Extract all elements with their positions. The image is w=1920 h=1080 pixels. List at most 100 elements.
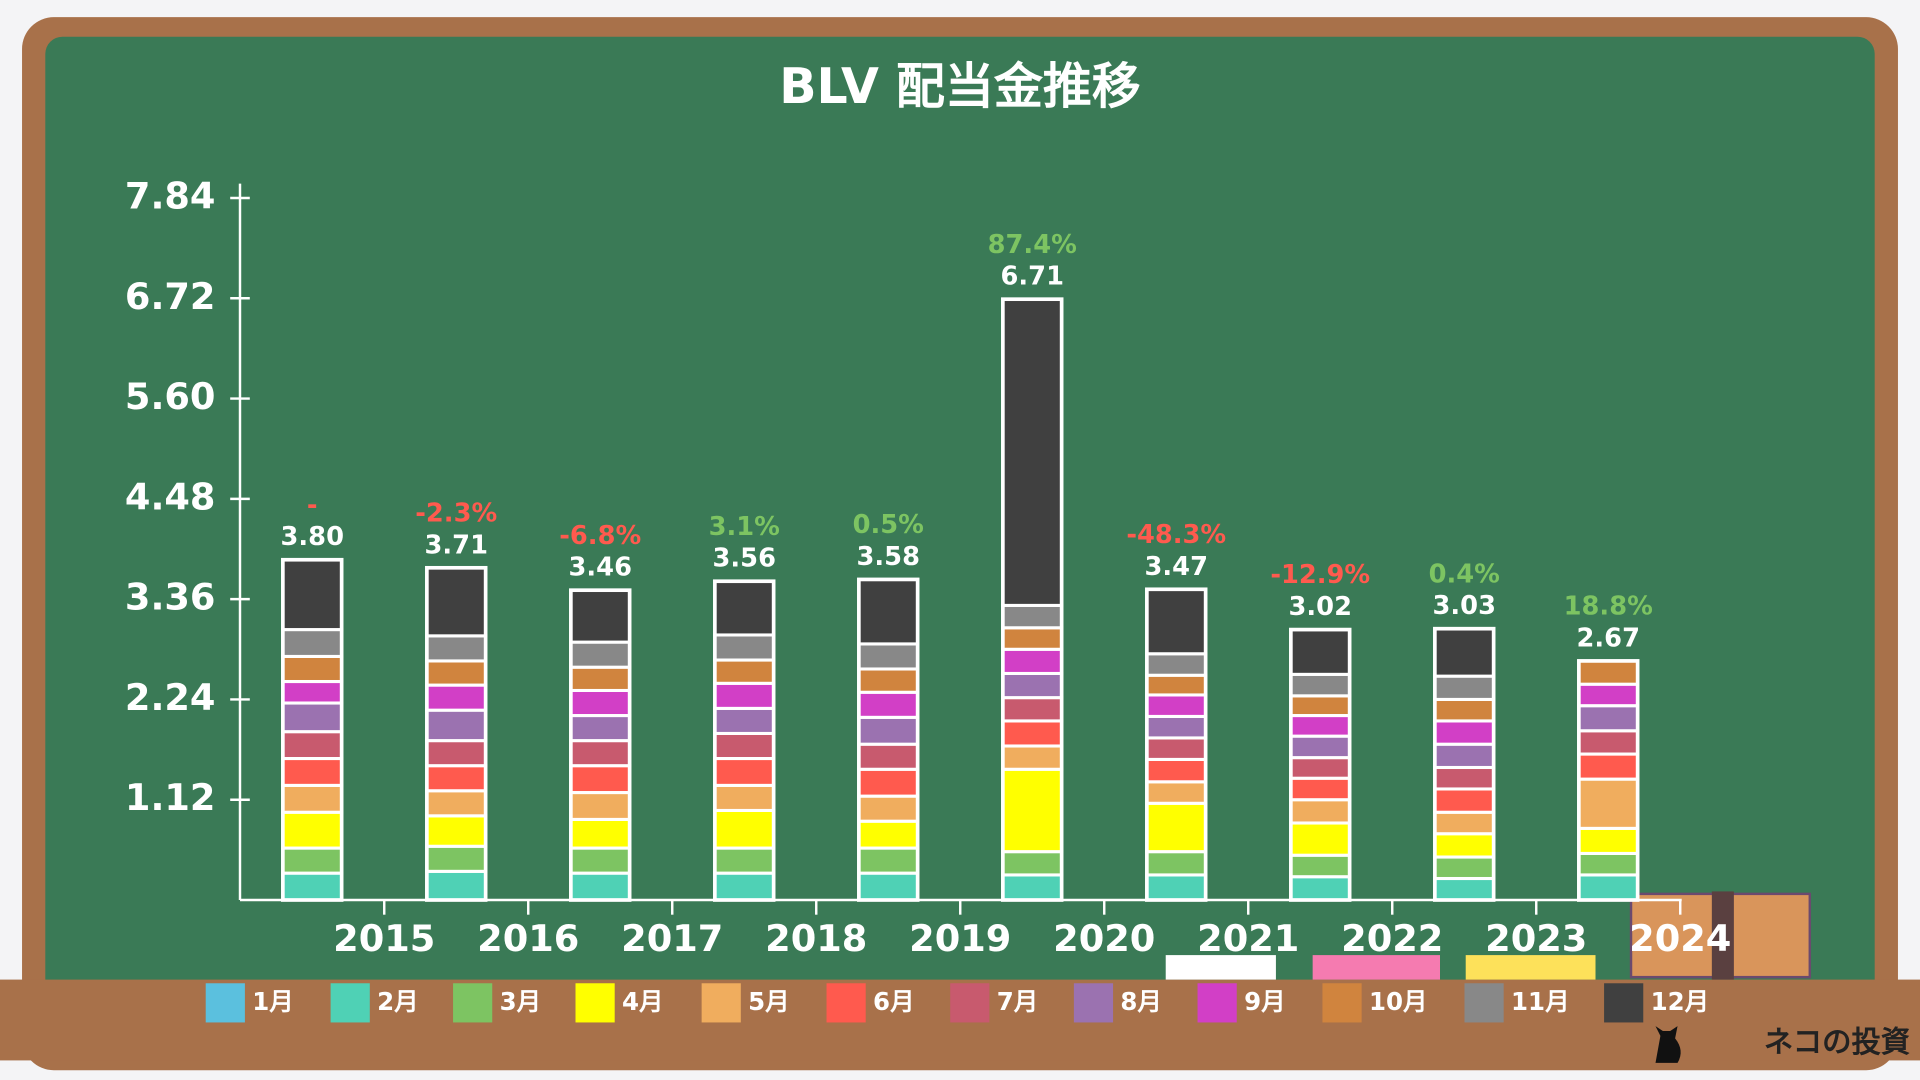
bar-segment	[1001, 297, 1064, 607]
bar-segment	[425, 814, 488, 848]
bar-segment	[713, 731, 776, 761]
bar-segment	[1433, 697, 1496, 723]
bar-segment	[1145, 714, 1208, 740]
growth-label: 0.5%	[853, 510, 924, 540]
legend-label: 2月	[377, 987, 419, 1016]
bar-segment	[857, 577, 920, 646]
bar-segment	[1577, 704, 1640, 733]
total-label: 3.80	[281, 522, 344, 552]
bar-segment	[1577, 682, 1640, 708]
bar-segment	[1001, 671, 1064, 700]
bar-segment	[1433, 855, 1496, 881]
bar-segment	[425, 566, 488, 638]
legend-swatch	[701, 983, 741, 1023]
x-tick-label: 2017	[621, 917, 723, 960]
legend-label: 7月	[997, 987, 1038, 1016]
bar-segment	[281, 730, 344, 761]
bar-segment	[1433, 876, 1496, 902]
legend-swatch	[453, 983, 493, 1023]
bar-segment	[1001, 696, 1064, 723]
legend-swatch	[1197, 983, 1237, 1023]
bar-segment	[713, 658, 776, 685]
bar-segment	[1145, 673, 1208, 697]
y-tick-label: 3.36	[125, 576, 216, 619]
x-tick-label: 2022	[1341, 917, 1443, 960]
legend-swatch	[1073, 983, 1114, 1023]
total-label: 3.46	[569, 553, 632, 583]
x-tick-label: 2021	[1197, 917, 1299, 960]
bar-segment	[1145, 801, 1208, 854]
bar-segment	[569, 739, 632, 768]
bar-segment	[1289, 798, 1352, 825]
growth-label: 3.1%	[709, 512, 780, 542]
bar-segment	[1145, 652, 1208, 677]
bar-segment	[713, 681, 776, 710]
bar-segment	[1577, 752, 1640, 781]
bar-segment	[1001, 744, 1064, 771]
legend-label: 4月	[622, 987, 664, 1016]
bar-outline	[1145, 587, 1208, 902]
total-label: 6.71	[1001, 262, 1064, 292]
growth-label: -	[307, 490, 318, 520]
legend-label: 1月	[252, 987, 294, 1016]
bar-segment	[569, 640, 632, 669]
y-tick-label: 7.84	[125, 175, 216, 218]
bar-segment	[1145, 736, 1208, 761]
x-tick-label: 2024	[1629, 917, 1731, 960]
bar-segment	[281, 558, 344, 632]
watermark: ネコの投資	[1764, 1025, 1910, 1059]
bar-segment	[425, 869, 488, 902]
bar-segment	[1433, 832, 1496, 859]
bar-segment	[1289, 734, 1352, 760]
bar-segment	[569, 846, 632, 875]
x-tick-label: 2020	[1053, 917, 1155, 960]
x-tick-label: 2015	[333, 917, 435, 960]
growth-label: 87.4%	[988, 230, 1077, 260]
bar-segment	[1289, 694, 1352, 718]
bar-segment	[1145, 693, 1208, 718]
growth-label: -48.3%	[1126, 520, 1226, 550]
bar-segment	[569, 791, 632, 821]
bar-segment	[713, 808, 776, 850]
bar-segment	[425, 739, 488, 768]
bar-segment	[1289, 853, 1352, 879]
bar-segment	[569, 817, 632, 850]
total-label: 2.67	[1577, 623, 1640, 653]
bar-segment	[281, 756, 344, 787]
bar-segment	[425, 683, 488, 712]
bar-segment	[857, 715, 920, 746]
bar-segment	[1001, 873, 1064, 902]
bar-segment	[281, 810, 344, 850]
x-tick-label: 2018	[765, 917, 867, 960]
bar-segment	[1289, 821, 1352, 857]
bar-segment	[425, 789, 488, 818]
bar-segment	[425, 634, 488, 663]
legend-swatch	[1604, 983, 1644, 1023]
bar-segment	[281, 654, 344, 684]
bar-outline	[281, 557, 344, 902]
bar-segment	[281, 871, 344, 902]
bar-segment	[281, 701, 344, 734]
total-label: 3.71	[425, 530, 488, 560]
bar-segment	[713, 706, 776, 735]
bar-segment	[857, 767, 920, 798]
growth-label: -2.3%	[415, 498, 497, 528]
bar-segment	[1577, 873, 1640, 902]
y-tick-label: 6.72	[125, 275, 216, 318]
legend-swatch	[575, 983, 615, 1023]
bar-segment	[1433, 627, 1496, 678]
bar-segment	[281, 628, 344, 658]
legend-label: 11月	[1511, 987, 1570, 1016]
bar-segment	[1577, 777, 1640, 830]
bar-segment	[1001, 850, 1064, 877]
bar-segment	[1145, 873, 1208, 902]
bar-outline	[569, 588, 632, 902]
bar-segment	[1001, 626, 1064, 651]
y-tick-label: 4.48	[125, 475, 216, 518]
bar-segment	[1289, 875, 1352, 902]
bar-segment	[857, 846, 920, 875]
bar-segment	[569, 871, 632, 902]
bar-segment	[857, 871, 920, 902]
bar-segment	[569, 665, 632, 693]
